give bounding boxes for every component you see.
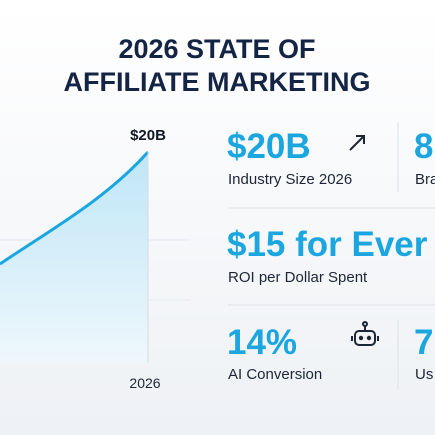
stat-value: 7 (414, 323, 433, 362)
stat-label: AI Conversion (228, 366, 322, 383)
robot-icon (351, 321, 379, 346)
stat-label: ROI per Dollar Spent (228, 269, 368, 286)
trend-arrow-icon (349, 135, 365, 151)
stat-value: 8 (414, 127, 433, 166)
growth-line (0, 150, 150, 266)
stat-value: 14% (227, 323, 297, 362)
growth-chart: $20B 2026 (0, 127, 190, 391)
x-label: 2026 (129, 375, 160, 391)
stat-label: Industry Size 2026 (228, 171, 352, 188)
stat-value: $20B (227, 127, 311, 166)
title-line: AFFILIATE MARKETING (64, 67, 371, 97)
area-fill (0, 152, 148, 362)
stat-label: Bra (415, 171, 435, 188)
end-label: $20B (130, 127, 166, 144)
stat-value: $15 for Ever (227, 225, 428, 264)
title-line: 2026 STATE OF (118, 34, 315, 64)
stat-label: Us (415, 366, 433, 383)
